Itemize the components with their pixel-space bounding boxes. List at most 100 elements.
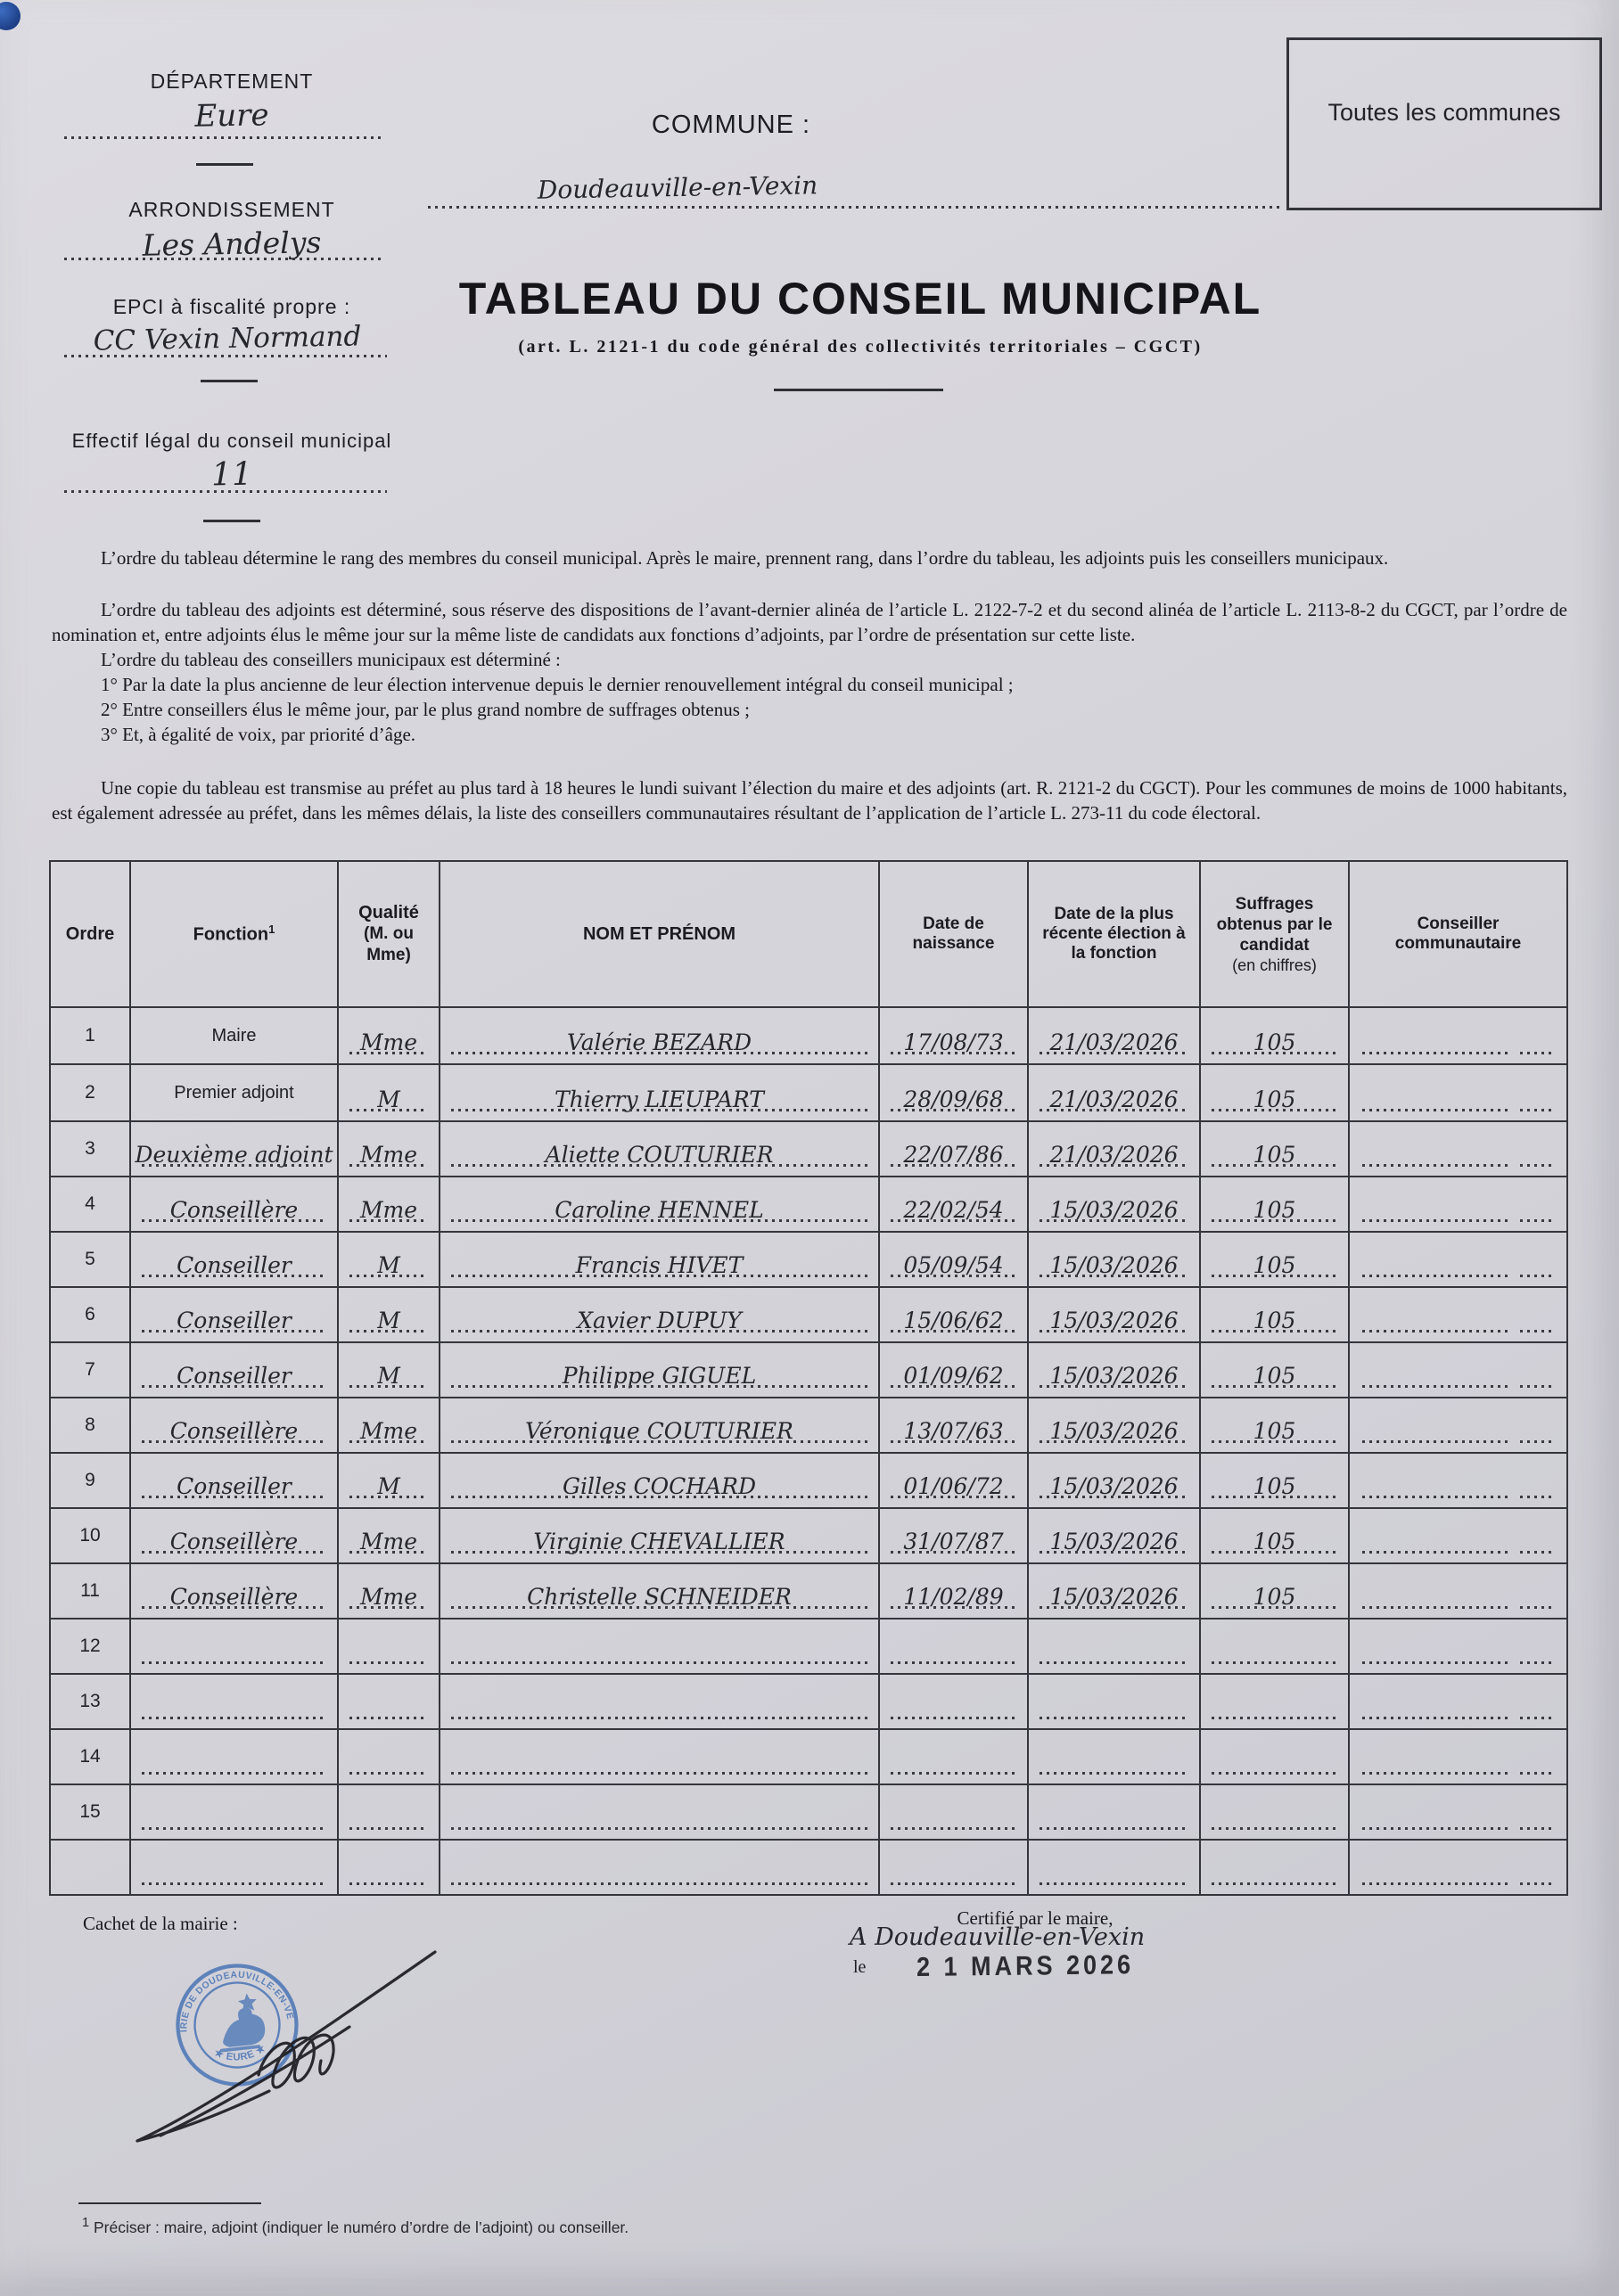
dotted-line	[1040, 1440, 1188, 1443]
dotted-line	[1362, 1275, 1509, 1277]
cell-qualite	[337, 1839, 440, 1896]
cell-ordre: 8	[49, 1397, 131, 1454]
cell-qualite: Mme	[337, 1120, 440, 1177]
dotted-line	[451, 1385, 867, 1388]
dotted-line	[451, 1827, 867, 1830]
scan-corner-hole	[0, 2, 21, 30]
dotted-line	[349, 1330, 428, 1332]
effectif-label: Effectif légal du conseil municipal	[71, 430, 392, 452]
intro-paragraph-2: L’ordre du tableau des adjoints est déte…	[52, 599, 1567, 645]
dotted-line	[1212, 1882, 1337, 1885]
cell-election: 15/03/2026	[1027, 1507, 1201, 1564]
intro-rule-1: 1° Par la date la plus ancienne de leur …	[101, 674, 1014, 695]
dotted-line	[1362, 1164, 1509, 1167]
dotted-line	[1362, 1551, 1509, 1554]
cell-naissance: 22/02/54	[878, 1176, 1029, 1233]
cell-naissance	[878, 1728, 1029, 1785]
dotted-line	[1520, 1052, 1556, 1054]
dotted-line	[1362, 1772, 1509, 1775]
cell-suffrages	[1199, 1784, 1350, 1841]
dotted-line	[451, 1109, 867, 1111]
page-subtitle: (art. L. 2121-1 du code général des coll…	[518, 337, 1203, 357]
dotted-line	[1520, 1219, 1556, 1222]
dotted-line	[1362, 1606, 1509, 1609]
cell-nom: Thierry LIEUPART	[439, 1063, 880, 1122]
dotted-line	[142, 1219, 326, 1222]
intro-rule-3: 3° Et, à égalité de voix, par priorité d…	[101, 724, 416, 745]
cell-fonction	[129, 1728, 339, 1785]
cell-fonction	[129, 1839, 339, 1896]
cell-naissance: 22/07/86	[878, 1120, 1029, 1177]
dotted-line	[891, 1164, 1016, 1167]
cell-ordre: 14	[49, 1728, 131, 1785]
dotted-line	[142, 1606, 326, 1609]
stamp-emblem	[220, 1993, 266, 2053]
dotted-line	[891, 1551, 1016, 1554]
dotted-line	[64, 490, 387, 493]
commune-label: COMMUNE :	[651, 111, 811, 139]
cell-qualite: M	[337, 1063, 440, 1122]
dotted-line	[1212, 1109, 1337, 1111]
dotted-line	[1520, 1661, 1556, 1664]
dotted-line	[891, 1440, 1016, 1443]
dotted-line	[451, 1882, 867, 1885]
cell-communautaire	[1348, 1507, 1568, 1564]
dotted-line	[1212, 1275, 1337, 1277]
col-header-naissance: Date de naissance	[878, 860, 1029, 1008]
cell-naissance: 01/09/62	[878, 1341, 1029, 1398]
dotted-line	[142, 1551, 326, 1554]
col-header-nom: NOM ET PRÉNOM	[439, 860, 880, 1008]
page-title: TABLEAU DU CONSEIL MUNICIPAL	[458, 274, 1262, 324]
dotted-line	[1040, 1661, 1188, 1664]
dotted-line	[1520, 1385, 1556, 1388]
footnote-text: 1 Préciser : maire, adjoint (indiquer le…	[82, 2216, 629, 2236]
dotted-line	[428, 206, 1279, 209]
dotted-line	[451, 1772, 867, 1775]
dotted-line	[1040, 1330, 1188, 1332]
dotted-line	[349, 1275, 428, 1277]
table-row: 8 Conseillère Mme Véronique COUTURIER 13…	[49, 1397, 1568, 1454]
dotted-line	[1040, 1219, 1188, 1222]
cell-fonction: Conseiller	[129, 1286, 339, 1343]
dotted-line	[349, 1440, 428, 1443]
cell-ordre: 15	[49, 1784, 131, 1841]
dotted-line	[142, 1164, 326, 1167]
cell-nom	[439, 1673, 880, 1730]
dotted-line	[1362, 1330, 1509, 1332]
dotted-line	[1362, 1109, 1509, 1111]
cell-suffrages: 105	[1199, 1341, 1350, 1398]
dotted-line	[1040, 1052, 1188, 1054]
dotted-line	[891, 1275, 1016, 1277]
cell-communautaire	[1348, 1231, 1568, 1288]
cell-election: 15/03/2026	[1027, 1231, 1201, 1288]
dotted-line	[451, 1440, 867, 1443]
dotted-line	[349, 1717, 428, 1719]
cell-suffrages: 105	[1199, 1063, 1350, 1122]
effectif-value-handwritten: 11	[210, 455, 253, 494]
cell-election	[1027, 1784, 1201, 1841]
date-stamp: 2 1 MARS 2026	[916, 1949, 1135, 1982]
cell-communautaire	[1348, 1176, 1568, 1233]
table-row: 3 Deuxième adjoint Mme Aliette COUTURIER…	[49, 1120, 1568, 1177]
separator-line	[196, 163, 253, 166]
dotted-line	[349, 1551, 428, 1554]
certify-place-handwritten: A Doudeauville-en-Vexin	[850, 1923, 1146, 1951]
dotted-line	[1362, 1496, 1509, 1498]
cell-ordre: 6	[49, 1286, 131, 1343]
dotted-line	[451, 1661, 867, 1664]
cell-naissance: 15/06/62	[878, 1286, 1029, 1343]
dotted-line	[1520, 1772, 1556, 1775]
footnote-ref: 1	[82, 2216, 90, 2230]
cell-qualite: Mme	[337, 1176, 440, 1233]
department-value-handwritten: Eure	[194, 97, 269, 135]
cell-nom: Véronique COUTURIER	[439, 1397, 880, 1454]
table-row: 1 Maire Mme Valérie BEZARD 17/08/73 21/0…	[49, 1006, 1568, 1065]
dotted-line	[451, 1164, 867, 1167]
dotted-line	[451, 1496, 867, 1498]
dotted-line	[142, 1496, 326, 1498]
dotted-line	[451, 1275, 867, 1277]
dotted-line	[142, 1661, 326, 1664]
cell-qualite	[337, 1784, 440, 1841]
cell-communautaire	[1348, 1397, 1568, 1454]
dotted-line	[1362, 1661, 1509, 1664]
